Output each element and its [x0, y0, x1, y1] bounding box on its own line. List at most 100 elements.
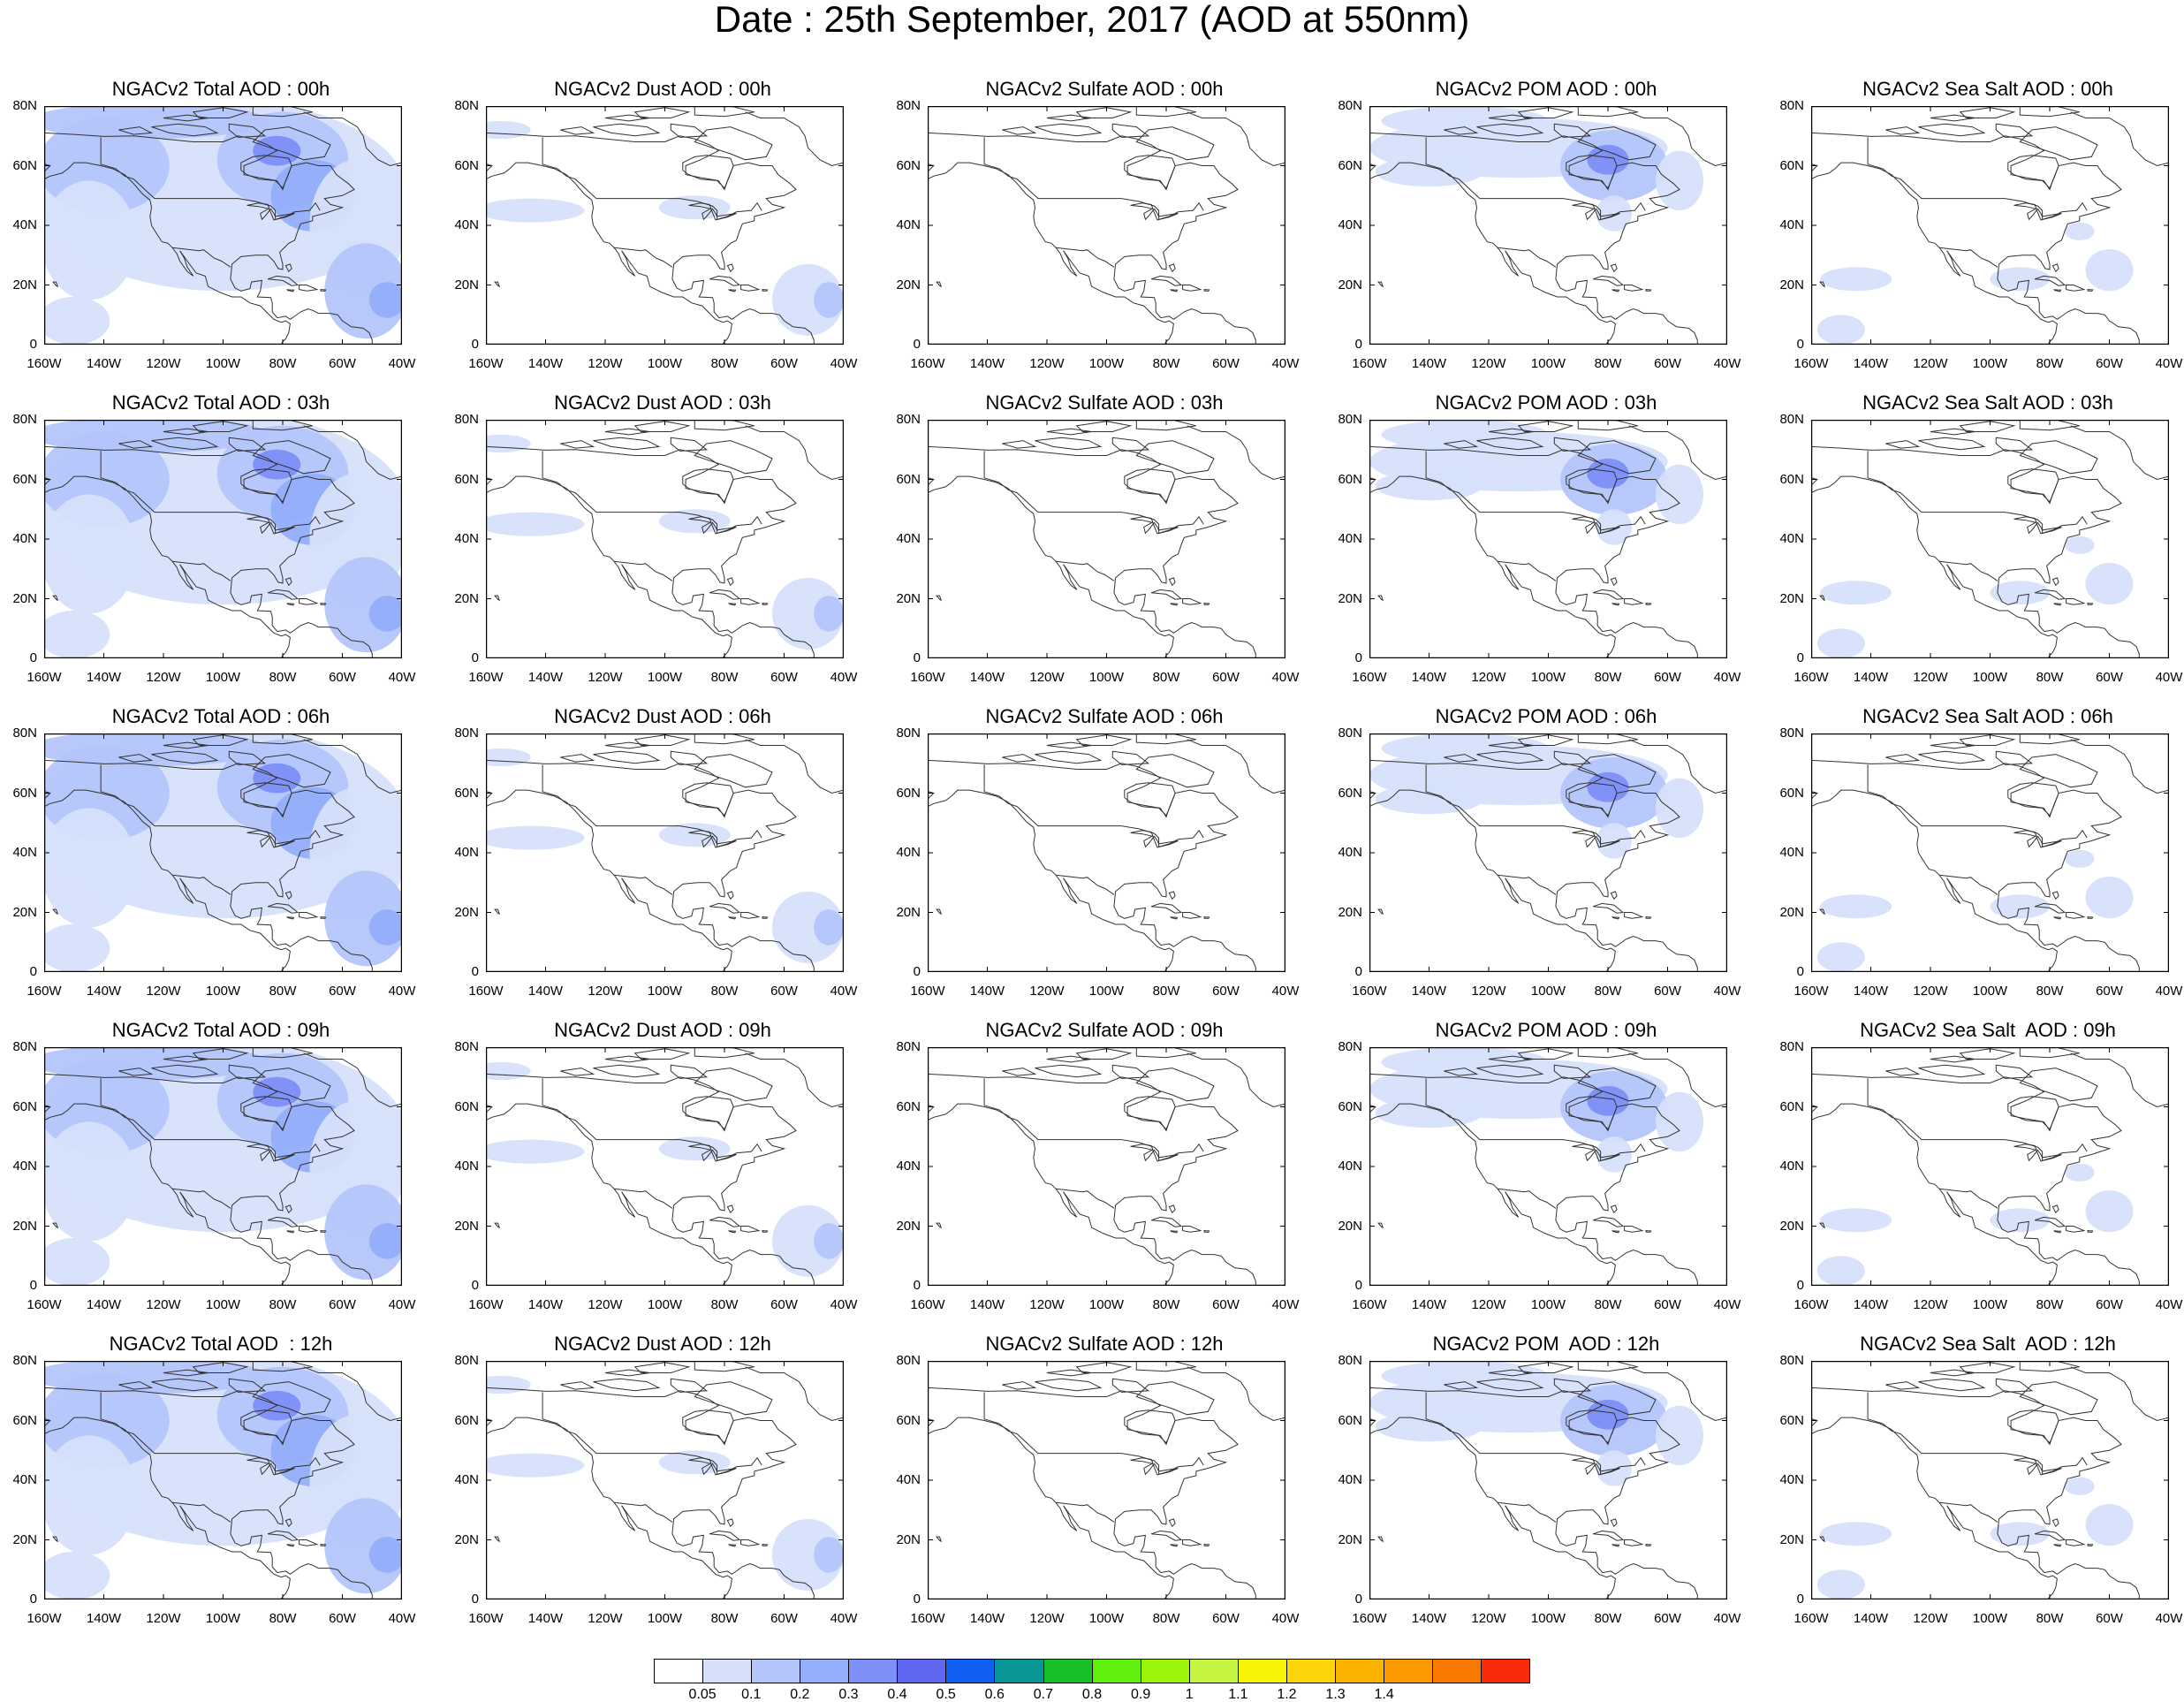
arctic-island	[228, 437, 267, 452]
coastline-pacific	[1369, 1417, 1616, 1599]
lat-tick-label: 60N	[454, 157, 479, 173]
arctic-island	[1930, 428, 1975, 436]
lat-tick-label: 40N	[1338, 1472, 1362, 1487]
arctic-island	[163, 1369, 209, 1377]
aod-region	[368, 909, 402, 946]
island	[284, 1204, 292, 1214]
coastline-pacific	[44, 475, 291, 658]
arctic-island	[670, 437, 709, 452]
island	[299, 598, 319, 605]
arctic-island	[1885, 754, 1921, 763]
colorbar-swatch	[1335, 1660, 1384, 1683]
aod-region	[1820, 267, 1892, 292]
arctic-island	[2019, 440, 2098, 475]
lon-tick-label: 100W	[647, 356, 683, 371]
coastline-pacific	[486, 1417, 732, 1599]
arctic-island	[1135, 754, 1215, 788]
lon-tick-label: 80W	[710, 1297, 739, 1312]
island	[709, 902, 741, 914]
island	[2066, 1226, 2086, 1233]
arctic-island	[151, 1378, 219, 1392]
lon-tick-label: 120W	[1913, 1611, 1948, 1626]
aod-region	[2064, 536, 2095, 554]
arctic-island	[1444, 1381, 1479, 1390]
arctic-island	[151, 750, 219, 764]
border-us-mexico	[1498, 874, 1557, 895]
arctic-island	[1046, 428, 1092, 436]
lon-tick-label: 40W	[1713, 1297, 1741, 1312]
coastline-greenland	[1187, 1052, 1285, 1108]
lat-tick-label: 20N	[1779, 1531, 1804, 1547]
island	[740, 1226, 761, 1233]
lon-tick-label: 60W	[770, 356, 798, 371]
colorbar-swatch	[1433, 1660, 1483, 1683]
arctic-island	[1135, 1068, 1215, 1102]
island	[740, 912, 761, 919]
lon-tick-label: 100W	[205, 984, 241, 999]
arctic-island	[252, 420, 313, 431]
lat-tick-label: 80N	[1338, 1039, 1362, 1054]
arctic-island	[694, 1068, 773, 1102]
arctic-island	[1930, 1369, 1975, 1377]
arctic-island	[670, 1064, 709, 1079]
lon-tick-label: 160W	[910, 1297, 945, 1312]
aod-region	[1375, 784, 1483, 815]
coastline-hudson-bay	[1124, 468, 1176, 503]
aod-region	[1990, 267, 2051, 292]
island	[2087, 603, 2094, 605]
arctic-island	[1444, 126, 1479, 135]
arctic-island	[1995, 1378, 2034, 1393]
border-canada-us	[542, 764, 762, 847]
arctic-island	[2019, 1068, 2098, 1102]
map-panel: NGACv2 Sulfate AOD : 03h 80N 60N 40N 20N 0 160…	[883, 314, 1325, 685]
aod-region	[1596, 1450, 1633, 1486]
map-canvas	[928, 1361, 1285, 1599]
lon-tick-label: 100W	[205, 356, 241, 371]
lon-tick-label: 120W	[1471, 1611, 1506, 1626]
border-canada-us	[100, 137, 321, 220]
lon-tick-label: 120W	[146, 1297, 181, 1312]
great-lakes	[1130, 202, 1179, 221]
lat-tick-label: 40N	[454, 845, 479, 860]
lon-tick-label: 160W	[1793, 1611, 1829, 1626]
island	[1182, 598, 1202, 605]
great-lakes	[246, 1144, 295, 1162]
coastline-hudson-bay	[2007, 155, 2059, 189]
lon-tick-label: 40W	[1713, 1611, 1741, 1626]
coastline-atlantic	[1369, 1073, 1698, 1286]
aod-region	[814, 1537, 844, 1573]
colorbar-label: 1.1	[1228, 1687, 1248, 1702]
lat-tick-label: 0	[471, 1592, 479, 1607]
island	[709, 589, 741, 600]
arctic-island	[1918, 750, 1986, 764]
arctic-island	[1476, 437, 1544, 451]
arctic-island	[252, 1068, 331, 1102]
lon-tick-label: 40W	[1271, 356, 1300, 371]
island	[1624, 1539, 1644, 1546]
lat-tick-label: 20N	[12, 277, 37, 293]
lon-tick-label: 160W	[468, 356, 504, 371]
lon-tick-label: 140W	[527, 670, 564, 685]
coastline-hudson-bay	[240, 468, 292, 503]
map-frame	[1811, 106, 2169, 345]
map-canvas	[928, 733, 1285, 972]
lat-tick-label: 40N	[1338, 845, 1362, 860]
map-canvas	[486, 106, 844, 345]
arctic-island	[1035, 750, 1103, 764]
arctic-island	[604, 1055, 650, 1063]
coastline-greenland	[2070, 111, 2169, 167]
map-frame	[44, 106, 402, 345]
border-us-mexico	[1498, 1501, 1557, 1523]
lat-tick-label: 20N	[12, 904, 37, 920]
lat-tick-label: 60N	[1338, 1098, 1362, 1114]
border-us-mexico	[1056, 560, 1115, 581]
lat-tick-label: 20N	[1338, 1531, 1362, 1547]
great-lakes	[1130, 516, 1179, 535]
lat-tick-label: 0	[1354, 964, 1362, 979]
lon-tick-label: 80W	[710, 984, 739, 999]
coastline-hudson-bay	[240, 155, 292, 189]
aod-region	[1587, 1399, 1629, 1430]
colorbar-swatch	[946, 1660, 996, 1683]
arctic-island	[252, 440, 331, 475]
